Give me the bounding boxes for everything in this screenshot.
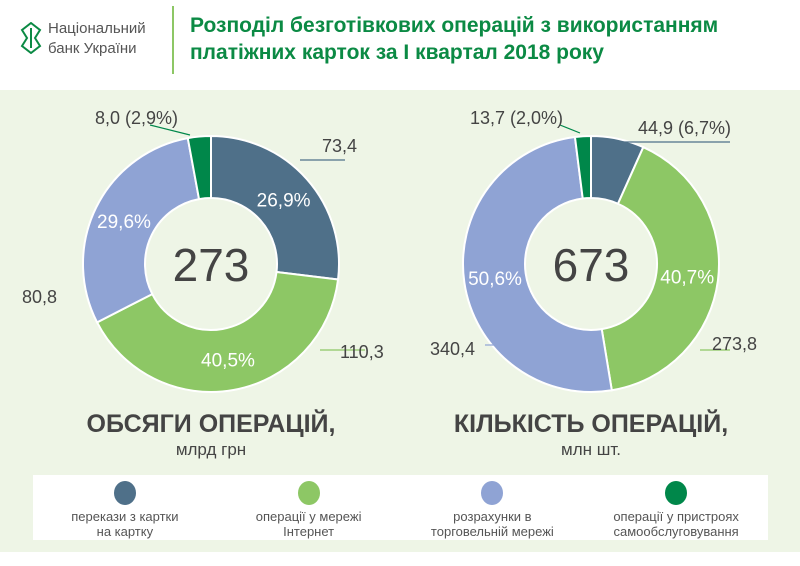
legend-label: розрахунки в: [453, 509, 532, 524]
value-label: 273,8: [712, 334, 757, 354]
legend-swatch: [481, 481, 504, 505]
leader-line: [559, 124, 581, 134]
legend-label: операції у пристроях: [613, 509, 739, 524]
nbu-logo-icon: [20, 22, 42, 54]
legend-label: Інтернет: [283, 524, 335, 539]
legend-label: на картку: [96, 524, 154, 539]
legend-label: самообслуговування: [613, 524, 739, 539]
legend-label: перекази з картки: [71, 509, 179, 524]
title-line2: платіжних карток за І квартал 2018 року: [190, 41, 604, 64]
legend-swatch: [113, 481, 136, 505]
value-label: 44,9 (6,7%): [638, 118, 731, 138]
chart2-subtitle: млн шт.: [561, 440, 621, 459]
percent-label: 26,9%: [257, 191, 311, 212]
title-line1: Розподіл безготівкових операцій з викори…: [190, 14, 719, 37]
value-label: 73,4: [322, 136, 357, 156]
value-label: 8,0 (2,9%): [95, 108, 178, 128]
logo-text: Національний банк України: [48, 19, 146, 59]
legend-label: торговельній мережі: [430, 524, 554, 539]
donut-slice: [82, 136, 201, 324]
percent-label: 29,6%: [97, 212, 151, 233]
donut-slice: [600, 145, 720, 392]
legend-item-internet: операції у мережі Інтернет: [217, 475, 401, 540]
value-label: 13,7 (2,0%): [470, 108, 563, 128]
donut-slice: [95, 270, 340, 393]
percent-label: 40,5%: [201, 350, 255, 371]
legend-swatch: [297, 481, 320, 505]
legend-item-selfservice: операції у пристроях самообслуговування: [584, 475, 768, 540]
value-label: 110,3: [340, 342, 384, 362]
chart2-title: КІЛЬКІСТЬ ОПЕРАЦІЙ,: [453, 410, 729, 438]
page-title: Розподіл безготівкових операцій з викори…: [190, 12, 718, 66]
divider: [172, 6, 174, 74]
chart1-subtitle: млрд грн: [175, 440, 247, 459]
percent-label: 50,6%: [468, 269, 522, 290]
logo-line2: банк України: [48, 40, 137, 57]
percent-label: 40,7%: [660, 267, 714, 288]
donut-slice: [186, 134, 212, 201]
value-label: 80,8: [22, 287, 57, 307]
value-label: 340,4: [430, 339, 475, 359]
legend: перекази з картки на картку операції у ме…: [33, 475, 768, 540]
donut-slice: [462, 135, 613, 393]
logo-line1: Національний: [48, 20, 146, 37]
donut-slice: [210, 134, 340, 281]
legend-item-retail: розрахунки в торговельній мережі: [401, 475, 585, 540]
chart1-title: ОБСЯГИ ОПЕРАЦІЙ,: [86, 410, 336, 438]
total-label: 273: [173, 239, 250, 291]
total-label: 673: [553, 239, 630, 291]
leader-line: [149, 124, 191, 136]
donut-slice: [573, 134, 592, 200]
legend-label: операції у мережі: [255, 509, 362, 524]
donut-charts: 26,9% 73,4 40,5% 110,3 29,6% 80,8 8,0 (2,9%) 27…: [22, 108, 757, 393]
legend-item-transfers: перекази з картки на картку: [33, 475, 217, 540]
legend-swatch: [665, 481, 688, 505]
